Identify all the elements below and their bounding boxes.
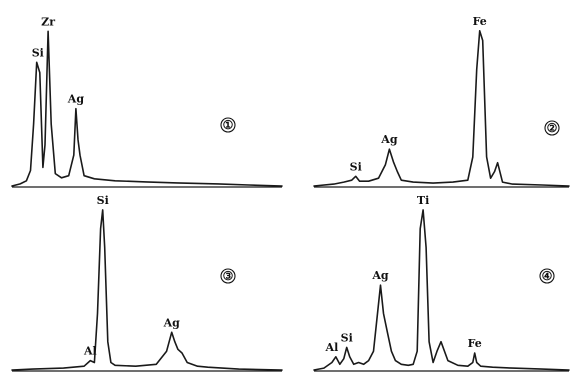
panel-number-ring-4 (539, 268, 555, 284)
peak-label-4-3: Ag (371, 269, 389, 282)
peak-label-4-5: Fe (468, 337, 482, 350)
peak-label-2-2: Ag (380, 133, 398, 146)
spectrum-trace-2 (313, 29, 570, 187)
panel-number-1: ① (223, 118, 234, 132)
peak-label-1-2: Zr (41, 15, 55, 28)
peak-label-4-2: Si (341, 331, 353, 344)
peak-label-4-1: Al (325, 341, 339, 354)
panel-number-3: ③ (223, 269, 234, 283)
peak-label-1-1: Si (32, 46, 44, 59)
spectrum-trace-4 (313, 209, 570, 371)
peak-label-2-3: Fe (473, 15, 487, 28)
panel-number-ring-3 (220, 268, 236, 284)
spectrum-panel-1: Si Zr Ag ① (11, 15, 283, 188)
peak-label-2-1: Si (350, 160, 362, 173)
panel-number-2: ② (547, 121, 558, 135)
spectrum-panel-2: Si Ag Fe ② (313, 15, 570, 188)
peak-label-3-3: Ag (163, 316, 181, 329)
peak-label-3-2: Si (97, 194, 109, 207)
peak-label-3-1: Al (83, 345, 97, 358)
spectrum-trace-1 (11, 30, 283, 187)
panel-number-4: ④ (542, 269, 553, 283)
peak-label-4-4: Ti (417, 194, 429, 207)
panel-number-ring-2 (544, 120, 560, 136)
panel-number-ring-1 (220, 117, 236, 133)
spectrum-trace-3 (11, 209, 283, 371)
peak-label-1-3: Ag (67, 93, 85, 106)
spectrum-panel-3: Al Si Ag ③ (11, 194, 283, 372)
